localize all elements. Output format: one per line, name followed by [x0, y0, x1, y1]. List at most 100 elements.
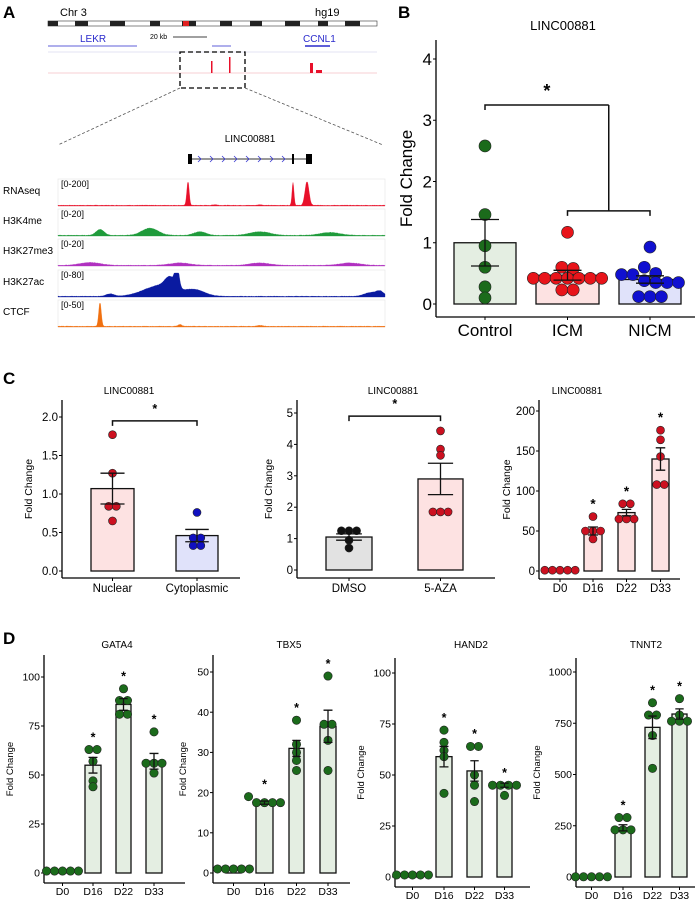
strand-arrow-icon — [209, 155, 214, 163]
data-point — [659, 480, 669, 489]
data-point — [92, 745, 102, 755]
track-name: RNAseq — [3, 186, 40, 197]
y-tick-label: 150 — [516, 446, 535, 458]
significance-star: * — [326, 657, 331, 671]
data-point — [602, 872, 612, 882]
data-point — [614, 514, 624, 524]
data-point — [488, 780, 498, 790]
y-tick-label: 3 — [423, 111, 432, 130]
gene-label-lekr: LEKR — [80, 34, 106, 45]
x-tick-label: Cytoplasmic — [166, 583, 229, 595]
data-point — [478, 208, 492, 221]
track-h3k4me: H3K4me [0-20] — [3, 208, 386, 237]
y-tick-label: 10 — [197, 827, 209, 839]
error-bar — [323, 709, 333, 743]
data-point — [407, 870, 417, 880]
comparison-bracket — [348, 415, 442, 422]
y-tick-label: 2 — [423, 172, 432, 191]
x-tick-label: D22 — [643, 890, 662, 901]
significance-star: * — [658, 410, 664, 425]
data-point — [637, 274, 651, 288]
bar-d33 — [651, 458, 670, 572]
data-point — [213, 864, 223, 874]
bar-d22 — [115, 703, 132, 874]
bar-d33 — [319, 725, 337, 874]
zoom-region-box — [179, 51, 246, 89]
data-point — [570, 565, 580, 575]
strand-arrow-icon — [281, 155, 286, 163]
y-tick-label: 0 — [34, 868, 40, 880]
y-tick-label: 40 — [197, 707, 209, 719]
data-point — [188, 533, 198, 543]
track-signal — [57, 181, 386, 207]
y-axis-label: Fold Change — [532, 745, 543, 799]
data-point — [672, 276, 685, 289]
data-point — [439, 737, 449, 747]
panel-label-b: B — [398, 3, 410, 22]
x-tick-label: ICM — [552, 321, 583, 340]
data-point — [644, 710, 654, 720]
error-bar — [149, 752, 159, 770]
data-point — [496, 780, 506, 790]
y-axis-label: Fold Change — [5, 742, 16, 796]
data-point — [236, 864, 246, 874]
error-bar — [553, 269, 582, 281]
bar-d16 — [614, 827, 632, 878]
y-tick-label: 4 — [287, 439, 294, 451]
y-tick-label: 50 — [197, 667, 209, 679]
data-point — [252, 798, 262, 808]
track-name: H3K27ac — [3, 277, 44, 288]
track-name: CTCF — [3, 307, 30, 318]
error-bar — [336, 533, 362, 541]
error-bar — [119, 697, 128, 711]
data-point — [614, 813, 624, 823]
data-point — [344, 543, 354, 553]
error-bar — [292, 739, 301, 758]
genome-label: hg19 — [315, 7, 339, 19]
coverage-peak — [310, 63, 313, 73]
error-bar — [621, 508, 632, 517]
data-point — [291, 715, 301, 725]
error-bar — [500, 782, 509, 788]
chart-title: TBX5 — [276, 640, 301, 651]
ideogram-band — [345, 21, 360, 26]
data-point — [478, 280, 492, 294]
data-point — [555, 283, 569, 297]
ideogram-highlight — [183, 21, 189, 26]
coverage-peak — [229, 57, 231, 73]
y-tick-label: 25 — [28, 819, 40, 831]
track-signal — [57, 262, 386, 267]
error-bar — [636, 275, 664, 284]
data-point — [637, 260, 651, 274]
data-point — [244, 792, 254, 802]
chart-title: TNNT2 — [630, 640, 663, 651]
data-point — [555, 260, 569, 274]
x-tick-label: D33 — [318, 886, 337, 898]
x-tick-label: D0 — [585, 890, 599, 901]
track-h3k27ac: H3K27ac [0-80] — [3, 269, 386, 298]
y-tick-label: 0.0 — [42, 566, 58, 578]
error-bar — [427, 462, 454, 496]
track-range: [0-200] — [61, 179, 89, 189]
x-tick-label: D33 — [144, 886, 163, 898]
track-range: [0-80] — [61, 270, 84, 280]
data-point — [88, 782, 98, 792]
y-tick-label: 500 — [554, 769, 572, 781]
data-point — [108, 430, 117, 440]
y-tick-label: 200 — [516, 406, 535, 418]
error-bar — [648, 715, 657, 740]
y-tick-label: 50 — [379, 770, 391, 782]
ideogram-band — [285, 21, 300, 26]
data-point — [499, 790, 509, 800]
data-point — [196, 533, 206, 543]
data-point — [469, 797, 479, 807]
data-point — [436, 451, 445, 460]
strand-arrow-icon — [221, 155, 226, 163]
comparison-bracket — [484, 104, 609, 110]
x-tick-label: D0 — [406, 890, 420, 901]
data-point — [549, 271, 563, 285]
track-name: H3K4me — [3, 216, 42, 227]
y-tick-label: 0 — [423, 295, 432, 314]
data-point — [588, 534, 598, 544]
data-point — [581, 526, 590, 536]
